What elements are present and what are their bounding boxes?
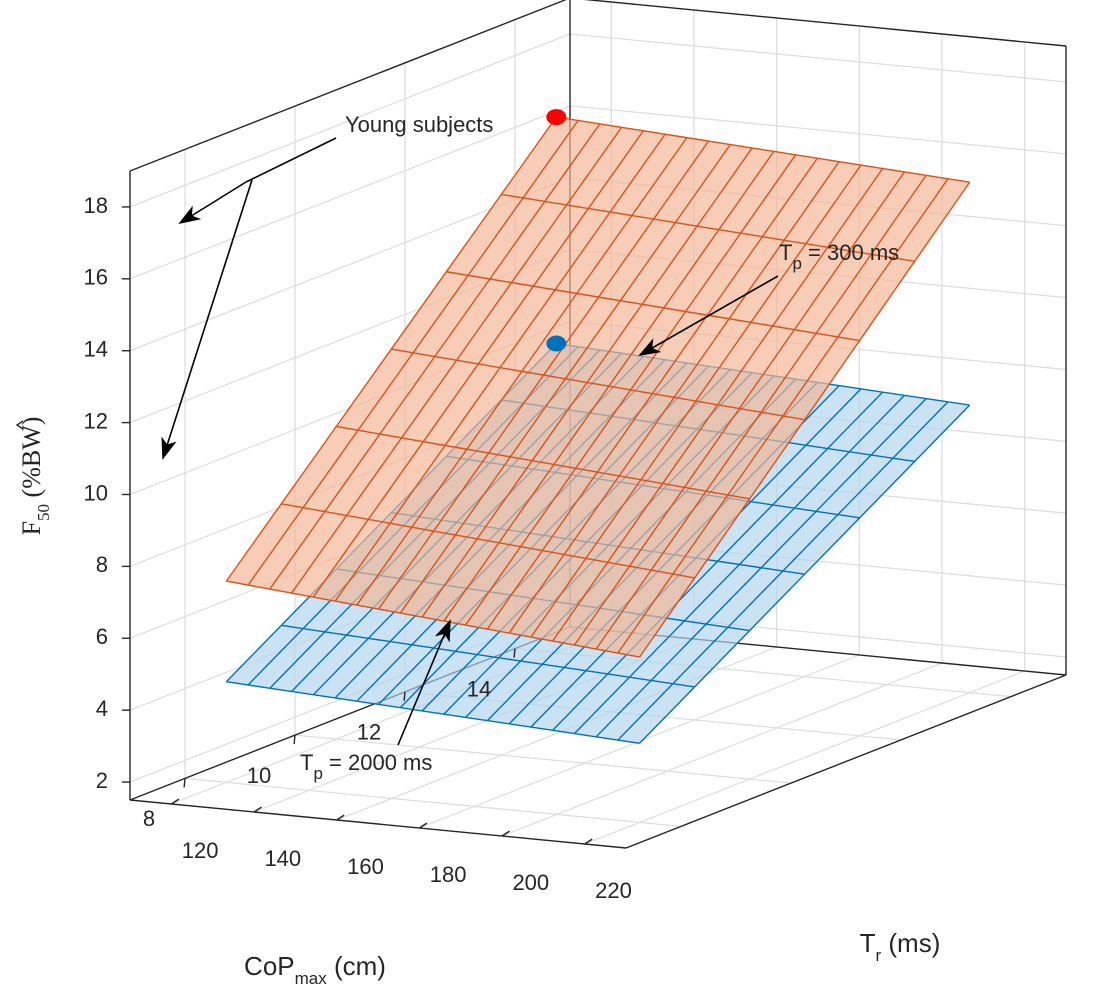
x-tick-label: 200 bbox=[512, 870, 549, 895]
x-tick-label: 220 bbox=[595, 878, 632, 903]
arrow-tp300 bbox=[638, 275, 779, 356]
z-tick-label: 12 bbox=[84, 408, 108, 433]
tick-mark bbox=[183, 778, 186, 788]
grid-line bbox=[129, 33, 571, 208]
grid-line bbox=[569, 33, 1067, 83]
young-subject-point bbox=[546, 109, 567, 126]
young-subject-point bbox=[546, 335, 567, 352]
z-tick-label: 2 bbox=[96, 768, 108, 793]
tick-mark bbox=[501, 830, 510, 837]
arrow-young-stem bbox=[245, 137, 337, 183]
mesh-line bbox=[226, 580, 640, 658]
arrow-young-blue bbox=[161, 179, 253, 460]
x-axis-label: Tr (ms) bbox=[860, 928, 941, 965]
annotation-tp2000: Tp = 2000 ms bbox=[300, 750, 432, 783]
grid-line bbox=[184, 777, 682, 827]
annotation-young-subjects: Young subjects bbox=[345, 112, 493, 137]
grid-line bbox=[129, 105, 571, 280]
z-tick-label: 4 bbox=[96, 696, 108, 721]
y-tick-label: 10 bbox=[247, 763, 271, 788]
annotations: Tp = 300 ms Tp = 2000 ms Young subjects bbox=[161, 109, 899, 783]
mesh-line bbox=[501, 193, 915, 263]
surfaces bbox=[225, 116, 971, 744]
surface-Tp300 bbox=[225, 116, 971, 658]
tick-mark bbox=[170, 798, 180, 805]
surface-fill bbox=[226, 117, 970, 658]
tick-mark bbox=[584, 838, 593, 845]
z-tick-label: 18 bbox=[84, 193, 108, 218]
y-axis-line bbox=[625, 674, 1067, 849]
y-tick-label: 14 bbox=[467, 676, 491, 701]
arrow-young-red bbox=[178, 181, 247, 225]
z-tick-label: 10 bbox=[84, 480, 108, 505]
box-edge bbox=[583, 0, 1067, 47]
tick-mark bbox=[513, 648, 516, 658]
mesh-line bbox=[391, 348, 805, 421]
z-tick-label: 14 bbox=[84, 337, 108, 362]
x-tick-label: 120 bbox=[182, 838, 219, 863]
box-edge bbox=[129, 0, 567, 172]
tick-labels: 2 4 6 8 10 12 14 16 18 120 140 160 180 200 220 8 10 12 14 bbox=[84, 193, 632, 903]
y-tick-label: 12 bbox=[357, 720, 381, 745]
axis-labels: CoPmax (cm) Tr (ms) F50 (%BW) bbox=[15, 417, 941, 988]
y-axis-label: CoPmax (cm) bbox=[244, 951, 386, 988]
arrow-tp2000 bbox=[397, 619, 451, 746]
z-tick-label: 8 bbox=[96, 552, 108, 577]
grid-line bbox=[584, 670, 1025, 845]
z-tick-label: 6 bbox=[96, 624, 108, 649]
mesh-line bbox=[281, 624, 695, 688]
annotation-tp300: Tp = 300 ms bbox=[779, 240, 899, 273]
mesh-line bbox=[556, 116, 970, 183]
mesh-line bbox=[336, 425, 750, 500]
tick-mark bbox=[418, 822, 428, 829]
mesh-line bbox=[281, 503, 695, 579]
tick-mark bbox=[253, 806, 262, 813]
mesh-line bbox=[446, 271, 860, 342]
f-hat bbox=[15, 420, 24, 430]
x-axis-line bbox=[129, 799, 627, 849]
grid-line bbox=[569, 105, 1067, 155]
mesh-line bbox=[226, 681, 640, 744]
x-tick-label: 180 bbox=[430, 862, 467, 887]
grid-line bbox=[501, 662, 943, 837]
z-axis-label: F50 (%BW) bbox=[17, 417, 53, 536]
tick-mark bbox=[293, 735, 296, 745]
grid-line bbox=[294, 734, 792, 784]
x-tick-label: 140 bbox=[264, 846, 301, 871]
x-tick-label: 160 bbox=[347, 854, 384, 879]
tick-mark bbox=[403, 691, 406, 701]
y-tick-label: 8 bbox=[143, 806, 155, 831]
tick-mark bbox=[336, 814, 345, 821]
z-tick-label: 16 bbox=[84, 265, 108, 290]
